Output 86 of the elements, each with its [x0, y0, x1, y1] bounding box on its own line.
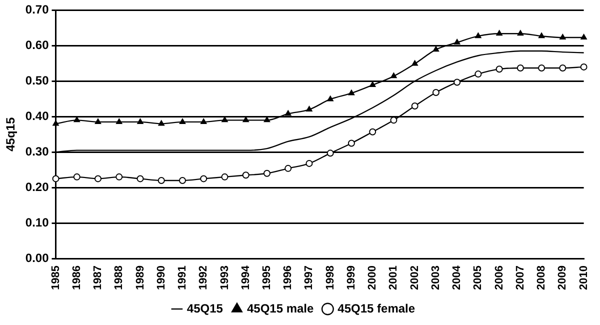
point	[348, 140, 355, 147]
y-tick-label: 0.10	[25, 215, 50, 230]
point	[348, 90, 355, 96]
x-tick-label: 1998	[324, 266, 336, 290]
point	[284, 110, 292, 116]
point	[242, 172, 250, 179]
x-tick-label: 1986	[70, 266, 83, 290]
point	[94, 118, 102, 124]
point	[116, 173, 123, 180]
y-tick-label: 0.20	[25, 180, 50, 194]
point	[137, 118, 144, 124]
point	[580, 63, 588, 70]
point	[516, 64, 524, 72]
point	[116, 118, 122, 124]
x-tick-label: 1989	[134, 266, 146, 290]
y-tick-label: 0.70	[25, 2, 50, 17]
point	[178, 176, 186, 184]
x-tick-label: 1997	[303, 266, 316, 290]
point	[454, 38, 460, 44]
x-tick-label: 1999	[345, 266, 358, 290]
x-tick-label: 2005	[472, 266, 484, 290]
x-tick-label: 2006	[493, 266, 506, 290]
point	[369, 128, 376, 136]
point	[263, 170, 270, 177]
y-tick-label: 0.30	[25, 144, 50, 158]
point	[390, 72, 397, 78]
point	[390, 116, 398, 124]
x-tick-label: 1985	[50, 266, 62, 290]
point	[496, 66, 503, 73]
y-tick-label: 0.60	[25, 38, 50, 52]
point	[538, 32, 545, 38]
point	[200, 118, 207, 124]
point	[158, 176, 165, 184]
point	[306, 160, 313, 167]
legend-label: 45Q15 male	[246, 301, 314, 316]
point	[73, 173, 80, 180]
point	[411, 102, 418, 110]
x-tick-label: 1990	[155, 266, 168, 290]
y-tick-label: 0.40	[25, 108, 50, 123]
x-tick-label: 2008	[536, 266, 548, 290]
point	[432, 46, 440, 52]
x-tick-label: 1987	[92, 266, 104, 290]
point	[52, 175, 60, 182]
point	[454, 78, 461, 86]
x-tick-label: 2009	[556, 266, 569, 290]
x-tick-label: 1994	[240, 264, 252, 290]
point	[284, 164, 292, 172]
point	[474, 70, 482, 78]
point	[264, 116, 270, 122]
x-tick-label: 1988	[113, 266, 126, 290]
point	[94, 175, 102, 182]
x-tick-label: 1996	[282, 266, 294, 290]
point	[326, 150, 334, 157]
y-axis-title: 45q15	[4, 117, 18, 152]
x-tick-label: 1993	[218, 266, 231, 290]
point	[475, 32, 482, 38]
point	[369, 82, 376, 88]
point	[538, 64, 546, 72]
point	[327, 96, 334, 102]
point	[580, 34, 587, 40]
x-tick-label: 1995	[261, 266, 274, 290]
point	[560, 34, 566, 40]
x-tick-label: 1991	[176, 266, 189, 290]
x-tick-label: 1992	[198, 266, 210, 290]
x-tick-label: 2004	[451, 264, 464, 290]
point	[136, 175, 144, 182]
x-tick-label: 2007	[514, 266, 526, 290]
point	[412, 60, 418, 66]
legend-label: 45Q15	[186, 301, 224, 316]
x-tick-label: 2000	[366, 266, 379, 290]
x-tick-label: 2003	[430, 266, 442, 290]
point	[517, 30, 524, 36]
point	[200, 175, 208, 182]
point	[158, 120, 164, 126]
point	[496, 30, 502, 36]
x-tick-label: 2001	[388, 266, 400, 290]
y-tick-label: 0.50	[25, 73, 50, 88]
x-tick-label: 2010	[578, 266, 590, 290]
x-tick-label: 2002	[408, 266, 421, 290]
point	[306, 106, 312, 112]
point	[432, 89, 440, 96]
point	[179, 118, 186, 124]
legend-label: 45Q15 female	[338, 301, 416, 316]
point	[221, 173, 228, 180]
point	[559, 64, 566, 72]
y-tick-label: 0.00	[25, 250, 50, 265]
